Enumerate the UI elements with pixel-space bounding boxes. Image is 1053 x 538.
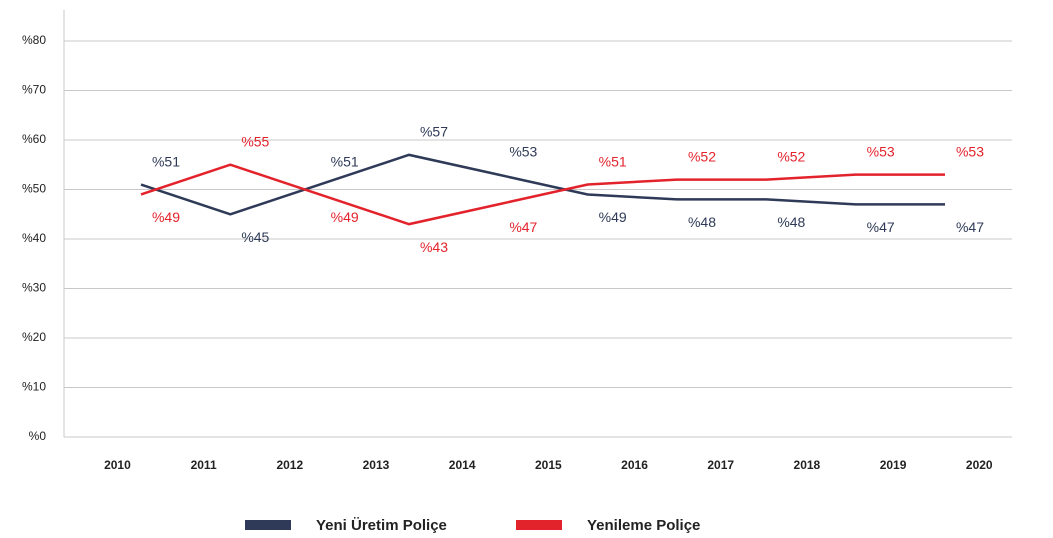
y-tick-label: %10 <box>22 380 46 394</box>
data-label: %53 <box>509 143 537 159</box>
data-label: %49 <box>331 209 359 225</box>
x-tick-label: 2017 <box>707 458 734 472</box>
line-series <box>140 163 945 226</box>
x-tick-label: 2015 <box>535 458 562 472</box>
legend-swatch <box>516 520 562 530</box>
data-label: %48 <box>777 214 805 230</box>
data-label: %49 <box>152 209 180 225</box>
y-tick-label: %80 <box>22 33 46 47</box>
data-label: %45 <box>241 229 269 245</box>
y-tick-label: %60 <box>22 132 46 146</box>
data-label: %49 <box>599 209 627 225</box>
data-label: %43 <box>420 239 448 255</box>
x-tick-label: 2012 <box>276 458 303 472</box>
x-tick-label: 2018 <box>794 458 821 472</box>
y-tick-label: %70 <box>22 83 46 97</box>
data-label: %57 <box>420 124 448 140</box>
data-label: %52 <box>688 148 716 164</box>
x-tick-label: 2013 <box>363 458 390 472</box>
data-label: %47 <box>867 219 895 235</box>
data-label: %47 <box>956 219 984 235</box>
data-label: %51 <box>599 153 627 169</box>
y-tick-label: %40 <box>22 231 46 245</box>
legend-label: Yenileme Poliçe <box>587 517 700 534</box>
data-label: %47 <box>509 219 537 235</box>
y-tick-label: %30 <box>22 281 46 295</box>
legend-swatch <box>245 520 291 530</box>
data-label: %52 <box>777 148 805 164</box>
y-tick-label: %50 <box>22 182 46 196</box>
data-label: %53 <box>867 143 895 159</box>
line-series <box>140 153 945 216</box>
x-tick-label: 2016 <box>621 458 648 472</box>
data-label: %51 <box>331 153 359 169</box>
data-label: %51 <box>152 153 180 169</box>
data-label: %48 <box>688 214 716 230</box>
y-tick-label: %20 <box>22 330 46 344</box>
y-tick-label: %0 <box>29 429 47 443</box>
data-label: %53 <box>956 143 984 159</box>
x-tick-label: 2010 <box>104 458 131 472</box>
x-tick-label: 2020 <box>966 458 993 472</box>
x-tick-label: 2014 <box>449 458 476 472</box>
x-tick-label: 2011 <box>191 458 217 472</box>
legend-label: Yeni Üretim Poliçe <box>316 517 447 534</box>
data-label: %55 <box>241 133 269 149</box>
x-tick-label: 2019 <box>880 458 907 472</box>
